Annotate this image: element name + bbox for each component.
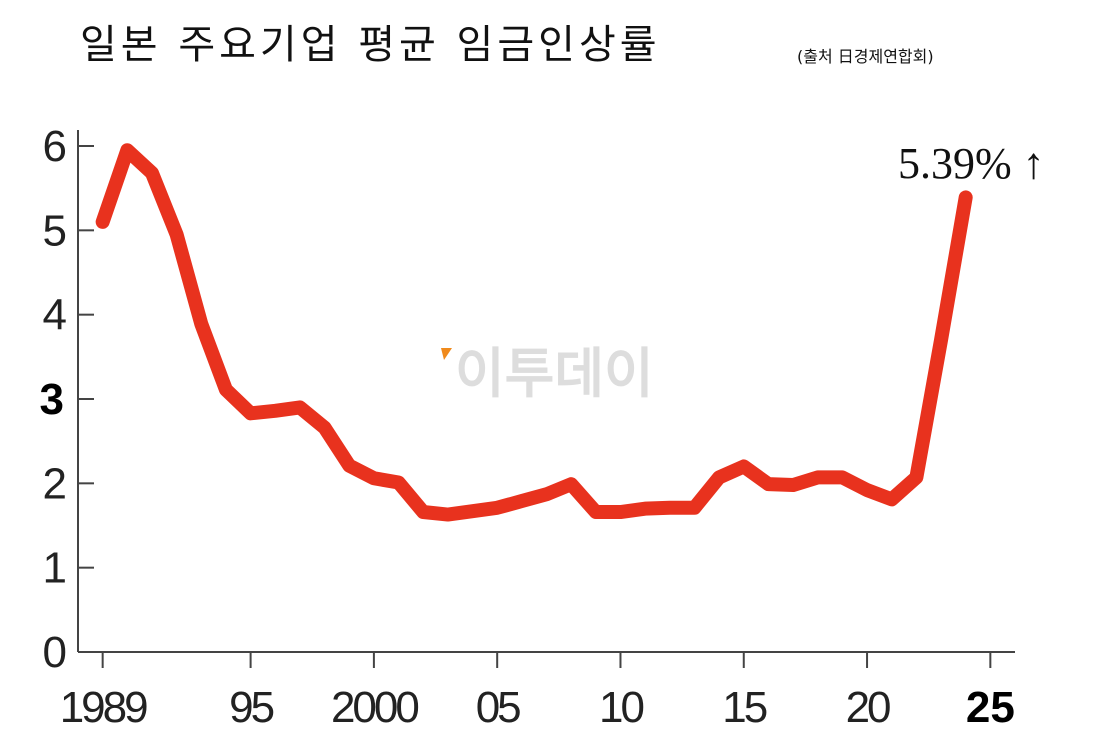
x-tick-label: 10: [599, 683, 643, 732]
watermark: 이투데이: [455, 342, 654, 405]
y-tick-label: 6: [43, 122, 66, 171]
x-tick-label: 95: [229, 683, 273, 732]
chart-subtitle: (출처 日경제연합회): [797, 47, 934, 66]
x-tick-label: 2000: [331, 683, 418, 732]
x-tick-label: 05: [476, 683, 520, 732]
y-tick-label: 3: [40, 375, 64, 424]
y-tick-label: 2: [43, 459, 66, 508]
x-tick-label: 1989: [60, 683, 147, 732]
y-tick-label: 5: [43, 206, 66, 255]
y-tick-label: 0: [43, 628, 66, 677]
watermark-group: 이투데이: [441, 342, 654, 405]
y-tick-label: 4: [43, 291, 67, 340]
x-tick-label: 25: [966, 683, 1015, 732]
chart-title: 일본 주요기업 평균 임금인상률: [80, 22, 661, 68]
annotation: 5.39% ↑: [898, 139, 1045, 188]
x-tick-label: 20: [846, 683, 890, 732]
line: [95, 143, 973, 522]
watermark-icon: [441, 348, 452, 360]
y-tick-label: 1: [43, 544, 66, 593]
x-tick-label: 15: [722, 683, 766, 732]
